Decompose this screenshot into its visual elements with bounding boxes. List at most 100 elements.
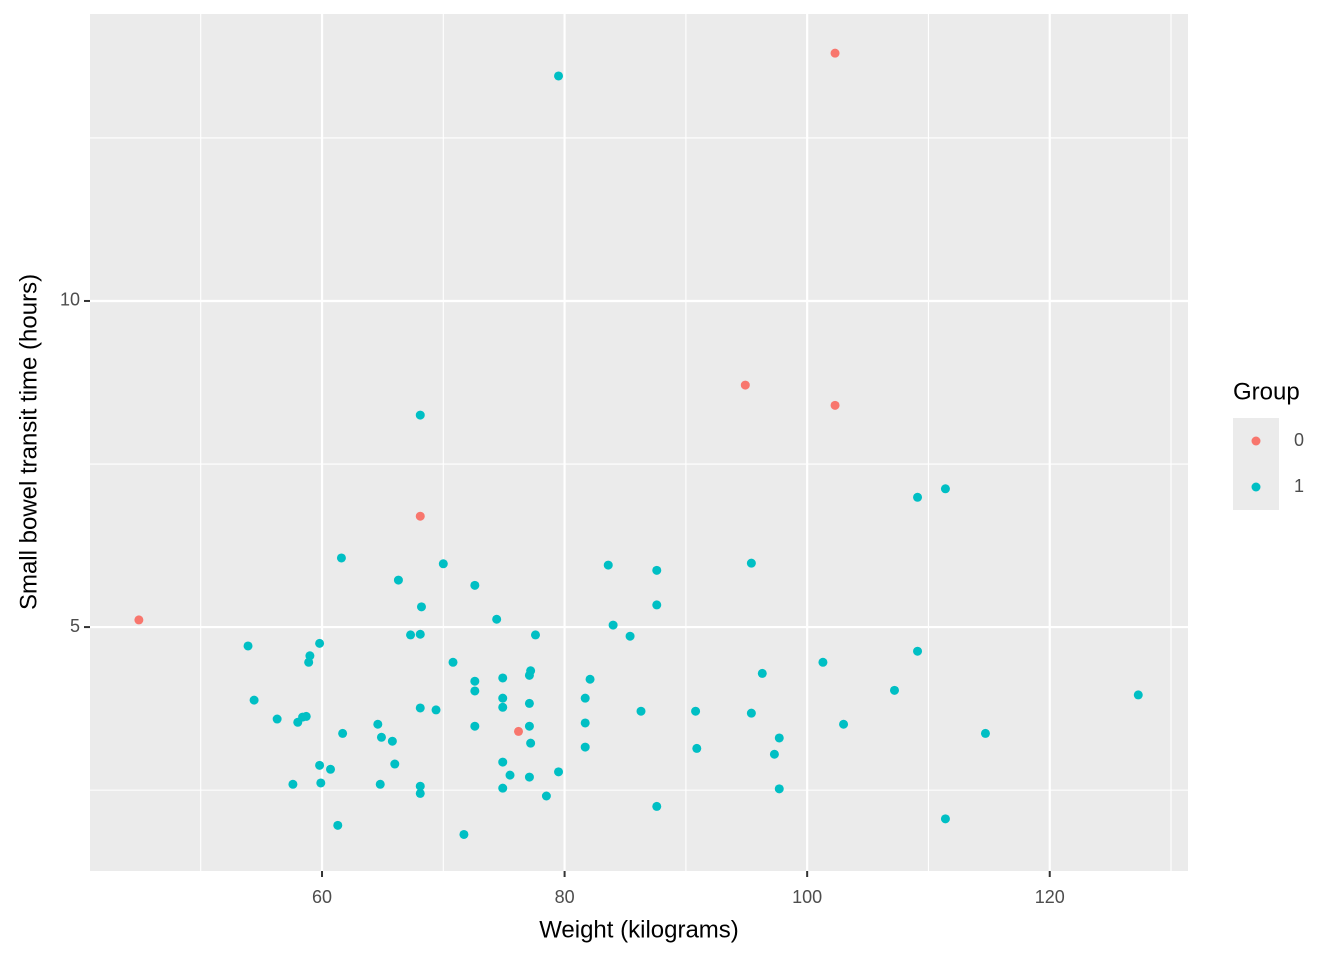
point	[416, 602, 426, 612]
point	[304, 657, 314, 667]
point	[830, 48, 840, 58]
point	[692, 743, 702, 753]
point	[459, 829, 469, 839]
point	[554, 767, 564, 777]
point	[272, 714, 282, 724]
point	[913, 646, 923, 656]
point	[913, 492, 923, 502]
x-tick-label: 100	[792, 887, 822, 907]
point	[470, 686, 480, 696]
legend-label: 1	[1294, 476, 1304, 496]
point	[415, 703, 425, 713]
point	[498, 783, 508, 793]
point	[889, 685, 899, 695]
y-axis-title: Small bowel transit time (hours)	[15, 274, 42, 610]
y-tick-label: 10	[60, 290, 80, 310]
legend-marker	[1251, 482, 1261, 492]
point	[470, 721, 480, 731]
points	[134, 48, 1143, 839]
point	[448, 657, 458, 667]
point	[293, 717, 303, 727]
x-tick-label: 60	[312, 887, 332, 907]
point	[524, 772, 534, 782]
point	[1133, 690, 1143, 700]
point	[376, 732, 386, 742]
point	[524, 698, 534, 708]
point	[740, 380, 750, 390]
point	[530, 630, 540, 640]
point	[652, 801, 662, 811]
point	[315, 638, 325, 648]
point	[498, 673, 508, 683]
legend-title: Group	[1233, 378, 1300, 405]
point	[580, 693, 590, 703]
point	[249, 695, 259, 705]
x-tick-label: 120	[1035, 887, 1065, 907]
point	[333, 820, 343, 830]
point	[625, 631, 635, 641]
point	[691, 706, 701, 716]
point	[338, 728, 348, 738]
point	[524, 670, 534, 680]
x-axis-title: Weight (kilograms)	[539, 916, 739, 943]
point	[315, 760, 325, 770]
point	[746, 708, 756, 718]
y-tick-label: 5	[70, 616, 80, 636]
x-tick-label: 80	[555, 887, 575, 907]
point	[498, 702, 508, 712]
point	[818, 657, 828, 667]
point	[940, 484, 950, 494]
point	[134, 615, 144, 625]
point	[526, 738, 536, 748]
point	[554, 71, 564, 81]
point	[774, 784, 784, 794]
point	[608, 620, 618, 630]
point	[415, 511, 425, 521]
point	[336, 553, 346, 563]
point	[415, 629, 425, 639]
point	[652, 565, 662, 575]
point	[243, 641, 253, 651]
point	[652, 600, 662, 610]
point	[393, 575, 403, 585]
point	[505, 770, 515, 780]
point	[757, 668, 767, 678]
point	[375, 779, 385, 789]
point	[288, 779, 298, 789]
point	[839, 719, 849, 729]
point	[470, 676, 480, 686]
point	[390, 759, 400, 769]
point	[415, 410, 425, 420]
point	[830, 400, 840, 410]
point	[373, 719, 383, 729]
legend-marker	[1251, 436, 1261, 446]
grid	[90, 14, 1188, 871]
point	[940, 814, 950, 824]
point	[580, 742, 590, 752]
point	[470, 580, 480, 590]
point	[585, 674, 595, 684]
point	[769, 749, 779, 759]
point	[498, 757, 508, 767]
point	[603, 560, 613, 570]
point	[406, 630, 416, 640]
legend-label: 0	[1294, 430, 1304, 450]
point	[498, 693, 508, 703]
point	[387, 736, 397, 746]
point	[492, 614, 502, 624]
point	[980, 728, 990, 738]
point	[524, 721, 534, 731]
point	[415, 788, 425, 798]
point	[316, 778, 326, 788]
legend: 01	[1233, 418, 1304, 510]
panel	[90, 14, 1188, 871]
point	[580, 718, 590, 728]
point	[326, 764, 336, 774]
point	[431, 705, 441, 715]
point	[514, 726, 524, 736]
point	[415, 781, 425, 791]
point	[774, 733, 784, 743]
point	[438, 559, 448, 569]
point	[541, 791, 551, 801]
